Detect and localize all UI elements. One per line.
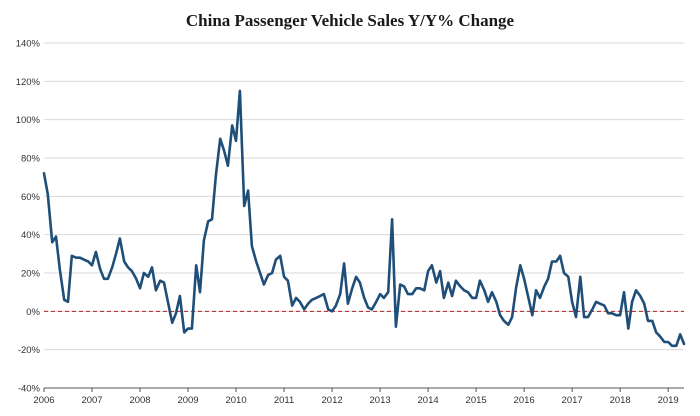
- x-tick-label: 2007: [81, 395, 102, 406]
- x-tick-label: 2013: [370, 395, 391, 406]
- x-tick-label: 2011: [274, 395, 294, 406]
- x-tick-label: 2010: [225, 395, 246, 406]
- y-tick-label: 120%: [16, 77, 41, 88]
- series-line: [42, 89, 686, 348]
- x-tick-label: 2014: [418, 395, 439, 406]
- y-tick-label: 80%: [21, 154, 41, 165]
- y-tick-label: 140%: [16, 39, 41, 50]
- x-tick-label: 2009: [177, 395, 198, 406]
- grid-lines: [44, 42, 684, 389]
- y-axis: -40% -20% 0% 20% 40% 60% 80% 100% 120% 140%: [16, 39, 41, 395]
- y-tick-label: 20%: [21, 269, 41, 280]
- y-tick-label: 40%: [21, 230, 41, 241]
- y-tick-label: 100%: [16, 115, 41, 126]
- x-tick-label: 2017: [562, 395, 583, 406]
- x-axis: 2006 2007 2008 2009 2010 2011 2012 2013 2014 2015…: [33, 387, 684, 406]
- x-tick-label: 2012: [322, 395, 343, 406]
- y-tick-label: -40%: [18, 384, 41, 395]
- y-tick-label: -20%: [18, 345, 41, 356]
- x-tick-label: 2015: [466, 395, 487, 406]
- chart-title: China Passenger Vehicle Sales Y/Y% Chang…: [186, 11, 515, 30]
- x-tick-label: 2008: [129, 395, 150, 406]
- series-group: [42, 89, 686, 348]
- x-tick-label: 2018: [610, 395, 631, 406]
- y-tick-label: 60%: [21, 192, 41, 203]
- x-tick-label: 2016: [514, 395, 535, 406]
- x-tick-label: 2019: [658, 395, 679, 406]
- y-tick-label: 0%: [26, 307, 40, 318]
- x-tick-label: 2006: [33, 395, 54, 406]
